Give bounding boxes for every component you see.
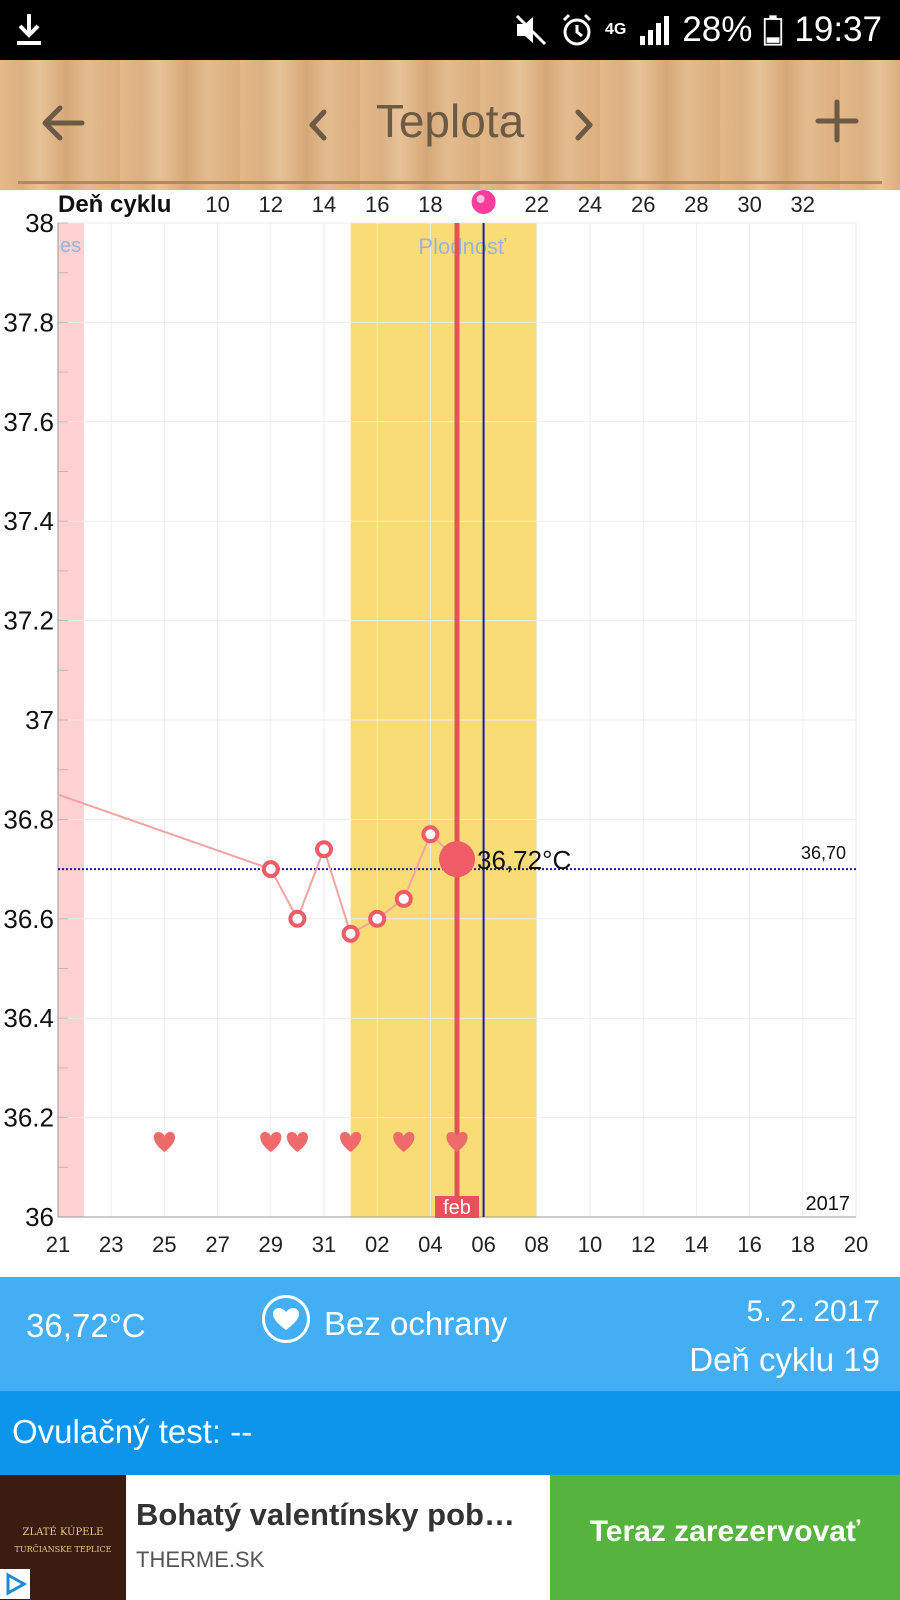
heart-icon xyxy=(286,1132,308,1152)
cycle-day-tick-label: 12 xyxy=(259,192,283,217)
ad-brand-line2: TURČIANSKE TEPLICE xyxy=(14,1545,112,1554)
ad-banner[interactable]: ZLATÉ KÚPELE TURČIANSKE TEPLICE Bohatý v… xyxy=(0,1475,900,1600)
alarm-icon xyxy=(562,13,592,46)
cycle-day-tick-label: 18 xyxy=(418,192,442,217)
fertile-band-label: Plodnosť xyxy=(418,234,507,259)
temperature-point xyxy=(368,909,387,928)
x-date-tick-label: 04 xyxy=(418,1232,442,1257)
cycle-day-axis-title: Deň cyklu xyxy=(58,191,171,218)
ad-brand-line1: ZLATÉ KÚPELE xyxy=(22,1527,104,1538)
month-label-bg xyxy=(435,1196,479,1218)
x-date-tick-label: 14 xyxy=(684,1232,708,1257)
cycle-day-tick-label: 24 xyxy=(578,192,602,217)
y-tick-label: 37.6 xyxy=(3,407,54,437)
chevron-right-icon[interactable] xyxy=(566,100,602,150)
x-date-tick-label: 27 xyxy=(205,1232,229,1257)
x-date-tick-label: 29 xyxy=(259,1232,283,1257)
x-date-tick-label: 31 xyxy=(312,1232,336,1257)
selected-temperature: 36,72°C xyxy=(26,1307,146,1344)
temperature-point xyxy=(421,825,440,844)
cycle-day-tick-label: 16 xyxy=(365,192,389,217)
cycle-day-tick-label: 14 xyxy=(312,192,336,217)
temperature-chart-svg[interactable]: 38 37.8 37.6 37.4 37.2 37 36.8 36.6 36.4 36.2 3621… xyxy=(0,190,900,1270)
x-date-tick-label: 21 xyxy=(46,1232,70,1257)
ovulation-marker-icon xyxy=(471,190,496,214)
mute-icon xyxy=(515,14,547,46)
y-tick-label: 37.8 xyxy=(3,307,54,337)
ad-cta-label: Teraz zarezervovať xyxy=(589,1515,861,1548)
cycle-day-tick-label: 30 xyxy=(737,192,761,217)
x-date-tick-label: 16 xyxy=(737,1232,761,1257)
y-tick-label: 37.4 xyxy=(3,506,54,536)
cycle-day-tick-label: 10 xyxy=(205,192,229,217)
toolbar-divider xyxy=(18,181,882,184)
signal-icon xyxy=(640,16,670,45)
heart-icon xyxy=(340,1132,362,1152)
temperature-chart[interactable]: 38 37.8 37.6 37.4 37.2 37 36.8 36.6 36.4 36.2 36 21… xyxy=(0,190,900,1270)
x-date-tick-label: 20 xyxy=(844,1232,868,1257)
ad-brand-logo[interactable]: ZLATÉ KÚPELE TURČIANSKE TEPLICE xyxy=(0,1475,126,1600)
page-title: Teplota xyxy=(375,95,525,147)
cycle-day-tick-label: 28 xyxy=(684,192,708,217)
download-icon xyxy=(17,14,41,45)
ovulation-marker-highlight xyxy=(476,195,485,203)
year-label: 2017 xyxy=(806,1193,851,1215)
y-tick-label: 36.2 xyxy=(3,1103,54,1133)
period-band-label: es xyxy=(60,235,81,257)
temperature-point xyxy=(261,860,280,879)
heart-icon xyxy=(393,1132,415,1152)
y-tick-label: 36.8 xyxy=(3,804,54,834)
y-tick-label: 36 xyxy=(25,1202,54,1232)
heart-icon xyxy=(260,1132,282,1152)
adchoices-icon[interactable] xyxy=(0,1569,30,1599)
ad-cta-button[interactable]: Teraz zarezervovať xyxy=(550,1475,900,1600)
cycle-day-tick-label: 26 xyxy=(631,192,655,217)
cycle-day-tick-label: 22 xyxy=(525,192,549,217)
x-date-tick-label: 10 xyxy=(578,1232,602,1257)
selected-temperature-point xyxy=(439,841,475,878)
status-bar: 4G 28% 19:37 xyxy=(0,0,900,60)
day-info-panel[interactable]: 36,72°C Bez ochrany 5. 2. 2017 Deň cyklu… xyxy=(0,1277,900,1391)
x-date-tick-label: 06 xyxy=(471,1232,495,1257)
month-label: feb xyxy=(443,1197,471,1219)
cycle-day-tick-label: 32 xyxy=(791,192,815,217)
x-date-tick-label: 08 xyxy=(525,1232,549,1257)
selected-date: 5. 2. 2017 xyxy=(746,1295,880,1328)
y-tick-label: 37 xyxy=(25,705,54,735)
ovulation-test-row[interactable]: Ovulačný test: -- xyxy=(0,1391,900,1475)
battery-icon xyxy=(764,15,783,46)
x-date-tick-label: 12 xyxy=(631,1232,655,1257)
heart-icon xyxy=(153,1132,175,1152)
coverline-label: 36,70 xyxy=(801,843,846,863)
chevron-left-icon[interactable] xyxy=(300,100,336,150)
back-arrow-icon[interactable] xyxy=(38,98,88,148)
x-date-tick-label: 23 xyxy=(99,1232,123,1257)
x-date-tick-label: 02 xyxy=(365,1232,389,1257)
y-tick-label: 38 xyxy=(25,208,54,238)
protection-status: Bez ochrany xyxy=(324,1305,508,1342)
y-tick-label: 37.2 xyxy=(3,606,54,636)
heart-icon xyxy=(446,1132,468,1152)
temperature-point xyxy=(394,889,413,908)
temperature-point xyxy=(341,924,360,943)
ad-title[interactable]: Bohatý valentínsky pob… xyxy=(136,1497,515,1532)
heart-icon xyxy=(262,1295,310,1343)
clock-time: 19:37 xyxy=(794,10,882,49)
cycle-day-label: Deň cyklu 19 xyxy=(689,1341,880,1378)
selected-temperature-label: 36,72°C xyxy=(477,845,571,875)
ovulation-test-label: Ovulačný test: -- xyxy=(12,1413,253,1450)
temperature-point xyxy=(288,909,307,928)
temperature-point xyxy=(315,840,333,859)
top-toolbar: Teplota xyxy=(0,60,900,190)
y-tick-label: 36.4 xyxy=(3,1003,54,1033)
ad-domain: THERME.SK xyxy=(136,1547,265,1572)
plus-icon[interactable] xyxy=(812,96,862,146)
x-date-tick-label: 25 xyxy=(152,1232,176,1257)
x-date-tick-label: 18 xyxy=(791,1232,815,1257)
network-4g-icon: 4G xyxy=(605,21,627,38)
y-tick-label: 36.6 xyxy=(3,904,54,934)
battery-percent: 28% xyxy=(682,10,753,49)
